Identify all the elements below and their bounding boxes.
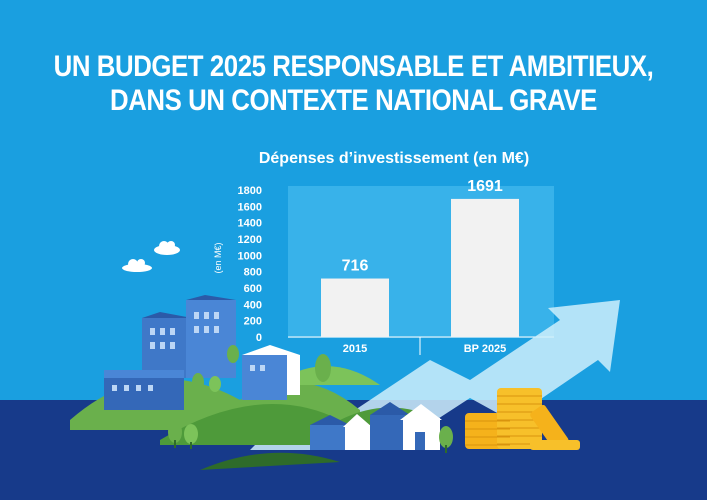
y-tick-label: 1400 (238, 218, 262, 230)
y-tick-label: 1600 (238, 201, 262, 213)
bar-0 (321, 278, 389, 337)
buildings-icon (104, 295, 300, 410)
trees-icon (168, 345, 453, 453)
y-tick-label: 400 (244, 299, 262, 311)
page-title: UN BUDGET 2025 RESPONSABLE ET AMBITIEUX,… (49, 50, 657, 118)
x-tick-label: BP 2025 (464, 343, 507, 355)
rising-arrow-icon (250, 300, 620, 450)
y-tick-label: 1200 (238, 234, 262, 246)
y-tick-label: 0 (256, 332, 262, 344)
title-line-1: UN BUDGET 2025 RESPONSABLE ET AMBITIEUX, (53, 50, 654, 83)
y-tick-label: 800 (244, 267, 262, 279)
y-tick-label: 1000 (238, 250, 262, 262)
data-label: 716 (342, 258, 369, 275)
y-axis-label: (en M€) (213, 242, 223, 273)
y-ticks: 0 200 400 600 800 1000 1200 1400 1600 1800 (238, 185, 262, 344)
cloud-icon (154, 241, 180, 255)
y-tick-label: 200 (244, 316, 262, 328)
data-label: 1691 (467, 178, 503, 195)
y-tick-label: 1800 (238, 185, 262, 197)
houses-icon (310, 402, 442, 450)
title-line-2: DANS UN CONTEXTE NATIONAL GRAVE (110, 84, 597, 117)
chart-title: Dépenses d’investissement (en M€) (258, 150, 530, 167)
y-tick-label: 600 (244, 283, 262, 295)
coins-icon (465, 388, 580, 450)
bar-1 (451, 198, 519, 337)
x-tick-label: 2015 (343, 343, 367, 355)
cloud-icon (122, 259, 152, 272)
bars: 716 2015 1691 BP 2025 (321, 178, 519, 355)
